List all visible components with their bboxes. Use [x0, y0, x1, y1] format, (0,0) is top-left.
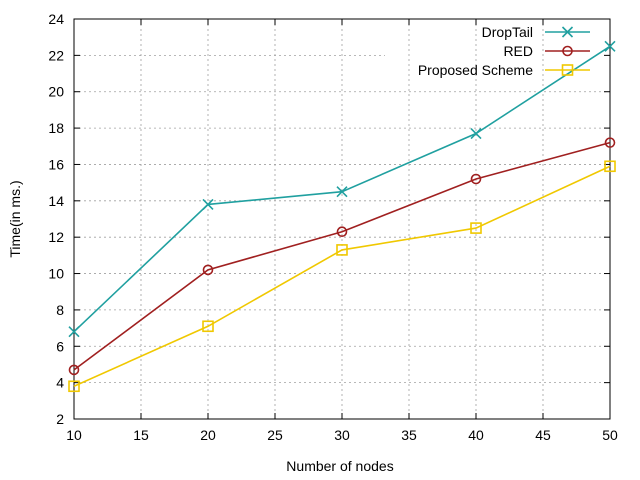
- data-point-proposed-scheme: [470, 222, 482, 234]
- x-tick-label: 35: [401, 427, 417, 443]
- y-tick-label: 14: [48, 193, 64, 209]
- x-tick-label: 45: [535, 427, 551, 443]
- x-axis-label: Number of nodes: [286, 458, 393, 474]
- data-point-red: [202, 264, 214, 276]
- legend-label: DropTail: [482, 24, 533, 40]
- legend-item-droptail: DropTail: [482, 24, 590, 40]
- y-tick-label: 22: [48, 47, 64, 63]
- y-tick-label: 18: [48, 120, 64, 136]
- data-point-droptail: [336, 186, 348, 198]
- data-point-proposed-scheme: [202, 320, 214, 333]
- series-red: [68, 137, 616, 376]
- x-tick-label: 50: [602, 427, 618, 443]
- x-tick-label: 25: [267, 427, 283, 443]
- grid: [74, 19, 610, 419]
- legend-marker: [561, 64, 574, 76]
- x-tick-label: 30: [334, 427, 350, 443]
- legend: DropTail RED Proposed Scheme: [418, 24, 590, 78]
- data-point-droptail: [470, 127, 482, 140]
- y-tick-label: 16: [48, 156, 64, 172]
- data-point-proposed-scheme: [336, 244, 348, 256]
- series-proposed-scheme: [68, 160, 616, 393]
- data-point-droptail: [202, 198, 214, 211]
- y-tick-label: 10: [48, 266, 64, 282]
- data-point-proposed-scheme: [68, 380, 80, 393]
- y-tick-label: 12: [48, 229, 64, 245]
- data-point-red: [604, 137, 616, 148]
- legend-item-proposed-scheme: Proposed Scheme: [418, 62, 590, 78]
- series-line-proposed-scheme: [73, 165, 611, 388]
- y-tick-label: 2: [56, 411, 64, 427]
- y-axis-label: Time(in ms.): [7, 180, 23, 257]
- series-droptail: [68, 40, 616, 338]
- y-tick-label: 6: [56, 338, 64, 354]
- legend-marker: [562, 45, 573, 57]
- y-tick-label: 8: [56, 302, 64, 318]
- legend-item-red: RED: [503, 43, 590, 59]
- data-point-proposed-scheme: [604, 160, 616, 173]
- y-tick-label: 20: [48, 84, 64, 100]
- series-line-red: [73, 141, 611, 371]
- data-point-red: [470, 173, 482, 185]
- data-point-red: [68, 364, 80, 376]
- series-group: [68, 40, 616, 393]
- legend-label: Proposed Scheme: [418, 62, 533, 78]
- x-tick-label: 10: [66, 427, 82, 443]
- y-tick-label: 24: [48, 11, 64, 27]
- legend-label: RED: [503, 43, 533, 59]
- legend-marker: [561, 26, 574, 38]
- data-point-red: [336, 226, 348, 238]
- x-tick-label: 20: [200, 427, 216, 443]
- x-tick-label: 15: [133, 427, 149, 443]
- y-tick-label: 4: [56, 375, 64, 391]
- x-tick-label: 40: [468, 427, 484, 443]
- data-point-droptail: [604, 40, 616, 52]
- data-point-droptail: [68, 326, 80, 338]
